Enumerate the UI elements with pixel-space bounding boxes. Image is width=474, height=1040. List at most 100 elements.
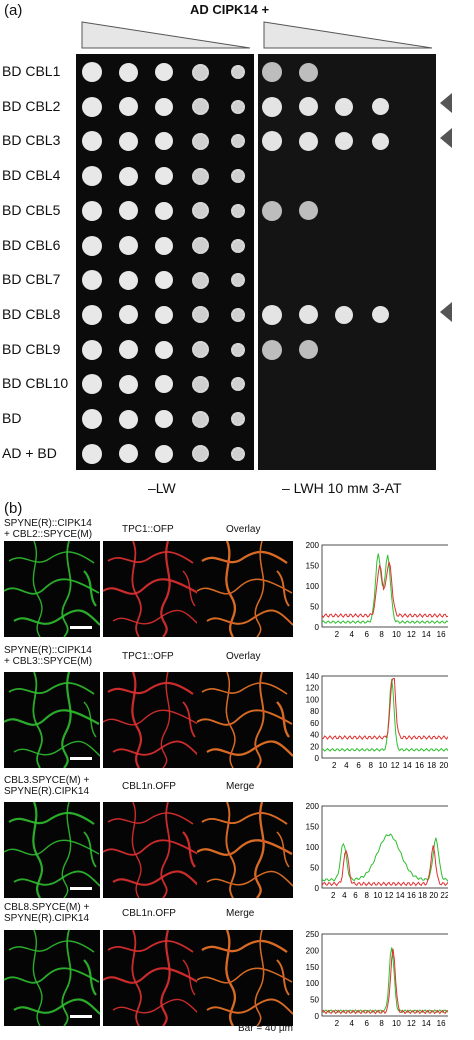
colony-spot bbox=[231, 412, 245, 426]
x-tick-label: 12 bbox=[385, 891, 394, 900]
x-tick-label: 8 bbox=[369, 761, 374, 770]
colony-spot bbox=[82, 235, 102, 256]
colony-spot bbox=[231, 273, 245, 288]
y-tick-label: 200 bbox=[306, 541, 320, 550]
colony-spot bbox=[191, 167, 209, 185]
colony-spot bbox=[231, 307, 245, 322]
intensity-trace bbox=[321, 553, 448, 625]
x-tick-label: 2 bbox=[335, 1019, 340, 1028]
colony-spot bbox=[82, 443, 102, 464]
colony-spot bbox=[371, 306, 389, 324]
y-tick-label: 0 bbox=[315, 884, 320, 893]
dilution-wedge-right bbox=[263, 21, 433, 49]
colony-spot bbox=[231, 342, 245, 357]
x-tick-label: 20 bbox=[429, 891, 438, 900]
colony-spot bbox=[155, 201, 173, 220]
dilution-wedge-left bbox=[81, 21, 251, 49]
colony-spot bbox=[231, 203, 245, 218]
scale-bar bbox=[70, 626, 92, 629]
intensity-trace bbox=[321, 947, 448, 1014]
colony-spot bbox=[118, 131, 138, 151]
colony-spot bbox=[231, 446, 245, 461]
overlay-label: Merge bbox=[226, 781, 255, 792]
x-tick-label: 2 bbox=[331, 891, 336, 900]
plate-lwh bbox=[258, 54, 436, 470]
colony-spot bbox=[118, 444, 138, 464]
row-title-1: SPYNE(R)::CIPK14 bbox=[4, 645, 92, 656]
x-tick-label: 22 bbox=[440, 891, 448, 900]
colony-spot bbox=[191, 132, 209, 150]
colony-spot bbox=[118, 62, 138, 82]
x-tick-label: 10 bbox=[378, 761, 387, 770]
x-tick-label: 6 bbox=[364, 630, 369, 639]
x-tick-label: 6 bbox=[356, 761, 361, 770]
y-tick-label: 100 bbox=[306, 695, 320, 704]
overlay-label: Overlay bbox=[226, 524, 261, 535]
x-tick-label: 12 bbox=[407, 1019, 416, 1028]
scale-bar bbox=[70, 757, 92, 760]
row-title-1: SPYNE(R)::CIPK14 bbox=[4, 518, 92, 529]
x-tick-label: 14 bbox=[422, 630, 431, 639]
x-tick-label: 10 bbox=[392, 1019, 401, 1028]
colony-spot bbox=[155, 410, 173, 428]
x-tick-label: 14 bbox=[396, 891, 405, 900]
overlay-label: Merge bbox=[226, 908, 255, 919]
colony-spot bbox=[155, 271, 173, 290]
colony-spot bbox=[371, 98, 389, 116]
overlay-image bbox=[197, 672, 293, 768]
y-tick-label: 150 bbox=[306, 963, 320, 972]
plot-frame bbox=[321, 933, 448, 1017]
arrow-cbl3 bbox=[440, 128, 452, 148]
channel-label: CBL1n.OFP bbox=[122, 908, 176, 919]
x-tick-label: 10 bbox=[392, 630, 401, 639]
row-label: BD bbox=[2, 410, 22, 426]
colony-spot bbox=[191, 202, 209, 220]
panel-a-header: AD CIPK14 + bbox=[190, 2, 270, 17]
row-title-2: + CBL3::SPYCE(M) bbox=[4, 656, 93, 667]
colony-spot bbox=[155, 97, 173, 116]
colony-spot bbox=[191, 98, 209, 116]
row-label: BD CBL4 bbox=[2, 167, 61, 184]
x-tick-label: 4 bbox=[342, 891, 347, 900]
colony-spot bbox=[82, 62, 102, 82]
colony-spot bbox=[231, 99, 245, 114]
plot-frame bbox=[321, 675, 448, 759]
intensity-plot: 200150100500246810121416µm bbox=[306, 541, 448, 639]
colony-spot bbox=[155, 444, 173, 463]
y-tick-label: 100 bbox=[306, 843, 320, 852]
colony-spot bbox=[118, 305, 138, 325]
x-tick-label: 14 bbox=[403, 761, 412, 770]
x-tick-label: 18 bbox=[427, 761, 436, 770]
arrow-cbl8 bbox=[440, 302, 452, 322]
colony-spot bbox=[262, 131, 282, 152]
y-tick-label: 80 bbox=[310, 707, 319, 716]
x-tick-label: 20 bbox=[439, 761, 448, 770]
intensity-trace bbox=[321, 677, 448, 740]
overlay-label: Overlay bbox=[226, 651, 261, 662]
colony-spot bbox=[371, 132, 389, 150]
colony-spot bbox=[191, 306, 209, 324]
x-tick-label: 12 bbox=[407, 630, 416, 639]
row-label: AD + BD bbox=[2, 444, 57, 461]
colony-spot bbox=[231, 377, 245, 392]
red-channel-image bbox=[103, 802, 199, 898]
green-channel-image bbox=[4, 672, 100, 768]
row-title-1: CBL8.SPYCE(M) + bbox=[4, 902, 90, 913]
intensity-trace bbox=[321, 948, 448, 1015]
row-title-2: SPYNE(R).CIPK14 bbox=[4, 913, 90, 924]
y-tick-label: 20 bbox=[310, 742, 319, 751]
x-tick-label: 14 bbox=[422, 1019, 431, 1028]
x-tick-label: 12 bbox=[391, 761, 400, 770]
overlay-image bbox=[197, 802, 293, 898]
x-tick-label: 16 bbox=[437, 630, 446, 639]
y-tick-label: 60 bbox=[310, 719, 319, 728]
row-label: BD CBL6 bbox=[2, 236, 61, 253]
x-tick-label: 16 bbox=[437, 1019, 446, 1028]
colony-spot bbox=[155, 132, 173, 151]
colony-spot bbox=[298, 305, 318, 325]
panel-b-label: (b) bbox=[4, 500, 23, 517]
x-tick-label: 6 bbox=[353, 891, 358, 900]
colony-spot bbox=[155, 236, 173, 255]
colony-spot bbox=[191, 410, 209, 428]
colony-spot bbox=[298, 131, 318, 151]
